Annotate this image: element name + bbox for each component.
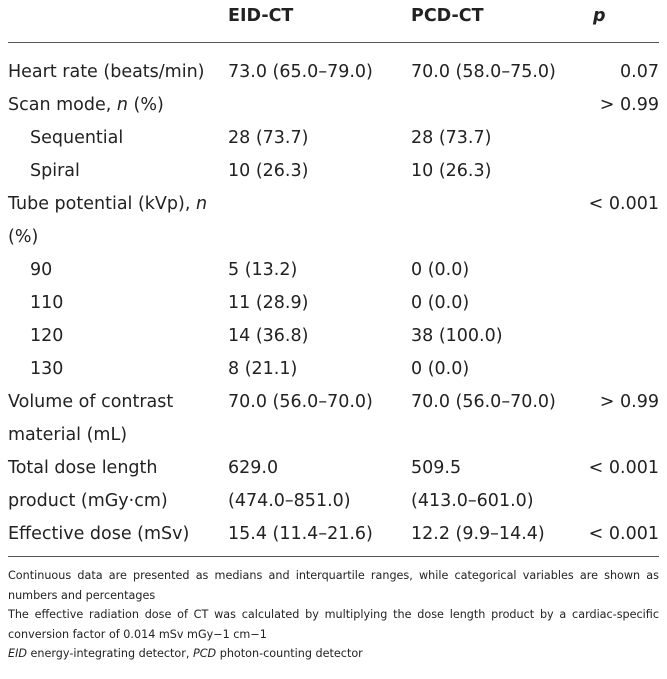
table-header-row: EID-CT PCD-CT p: [8, 0, 659, 43]
eid-value: 73.0 (65.0–79.0): [228, 62, 373, 82]
row-label: Tube potential (kVp), n: [8, 194, 208, 214]
table-row-effective-dose: Effective dose (mSv) 15.4 (11.4–21.6) 12…: [8, 518, 659, 551]
pcd-value: 10 (26.3): [411, 161, 492, 181]
row-label: Effective dose (mSv): [8, 524, 190, 544]
p-value: < 0.001: [588, 458, 659, 478]
eid-value: 28 (73.7): [228, 128, 309, 148]
table-row-contrast-volume: Volume of contrast 70.0 (56.0–70.0) 70.0…: [8, 386, 659, 419]
row-label: (%): [8, 227, 39, 247]
pcd-value: 38 (100.0): [411, 326, 503, 346]
table-row-120: 120 14 (36.8) 38 (100.0): [8, 320, 659, 353]
table-row-90: 90 5 (13.2) 0 (0.0): [8, 254, 659, 287]
footnote-data-presentation: Continuous data are presented as medians…: [8, 569, 659, 602]
pcd-value: (413.0–601.0): [411, 491, 534, 511]
eid-value: 629.0: [228, 458, 279, 478]
table-row-sequential: Sequential 28 (73.7) 28 (73.7): [8, 122, 659, 155]
eid-value: 15.4 (11.4–21.6): [228, 524, 373, 544]
footnote-abbreviations: EID energy-integrating detector, PCD pho…: [8, 647, 363, 660]
pcd-value: 0 (0.0): [411, 293, 470, 313]
pcd-value: 70.0 (58.0–75.0): [411, 62, 556, 82]
row-label: Volume of contrast: [8, 392, 174, 412]
table-row-tube-potential-cont: (%): [8, 221, 659, 254]
eid-value: 70.0 (56.0–70.0): [228, 392, 373, 412]
eid-value: 5 (13.2): [228, 260, 298, 280]
eid-value: 8 (21.1): [228, 359, 298, 379]
table-row-dlp: Total dose length 629.0 509.5 < 0.001: [8, 452, 659, 485]
table-row-spiral: Spiral 10 (26.3) 10 (26.3): [8, 155, 659, 188]
row-label: Scan mode, n (%): [8, 95, 164, 115]
header-p-value: p: [593, 6, 606, 26]
row-label: Total dose length: [8, 458, 158, 478]
eid-value: 14 (36.8): [228, 326, 309, 346]
p-value: > 0.99: [599, 392, 659, 412]
abbr-eid: EID: [8, 647, 27, 660]
footnote-effective-dose: The effective radiation dose of CT was c…: [8, 608, 659, 641]
eid-value: 10 (26.3): [228, 161, 309, 181]
pcd-value: 509.5: [411, 458, 462, 478]
table-row-130: 130 8 (21.1) 0 (0.0): [8, 353, 659, 386]
pcd-value: 0 (0.0): [411, 260, 470, 280]
p-value: > 0.99: [599, 95, 659, 115]
table-row-contrast-volume-cont: material (mL): [8, 419, 659, 452]
pcd-value: 12.2 (9.9–14.4): [411, 524, 545, 544]
table-row-dlp-cont: product (mGy·cm) (474.0–851.0) (413.0–60…: [8, 485, 659, 518]
table-row-scan-mode: Scan mode, n (%) > 0.99: [8, 89, 659, 122]
row-label: 130: [30, 359, 64, 379]
header-eid-ct: EID-CT: [228, 6, 294, 26]
eid-value: 11 (28.9): [228, 293, 309, 313]
table-row-110: 110 11 (28.9) 0 (0.0): [8, 287, 659, 320]
p-value: < 0.001: [588, 194, 659, 214]
table-row-heart-rate: Heart rate (beats/min) 73.0 (65.0–79.0) …: [8, 56, 659, 89]
row-label: Sequential: [30, 128, 124, 148]
table-row-tube-potential: Tube potential (kVp), n < 0.001: [8, 188, 659, 221]
pcd-value: 0 (0.0): [411, 359, 470, 379]
row-label: 110: [30, 293, 64, 313]
eid-value: (474.0–851.0): [228, 491, 351, 511]
pcd-value: 70.0 (56.0–70.0): [411, 392, 556, 412]
abbr-pcd: PCD: [192, 647, 217, 660]
pcd-value: 28 (73.7): [411, 128, 492, 148]
data-table: EID-CT PCD-CT p Heart rate (beats/min) 7…: [8, 0, 659, 557]
p-value: < 0.001: [588, 524, 659, 544]
row-label: material (mL): [8, 425, 128, 445]
p-value: 0.07: [620, 62, 659, 82]
row-label: 120: [30, 326, 64, 346]
row-label: Spiral: [30, 161, 80, 181]
header-pcd-ct: PCD-CT: [411, 6, 484, 26]
row-label: product (mGy·cm): [8, 491, 168, 511]
table-footnotes: Continuous data are presented as medians…: [8, 566, 659, 664]
row-label: 90: [30, 260, 53, 280]
table-bottom-rule: [8, 556, 659, 557]
row-label: Heart rate (beats/min): [8, 62, 205, 82]
